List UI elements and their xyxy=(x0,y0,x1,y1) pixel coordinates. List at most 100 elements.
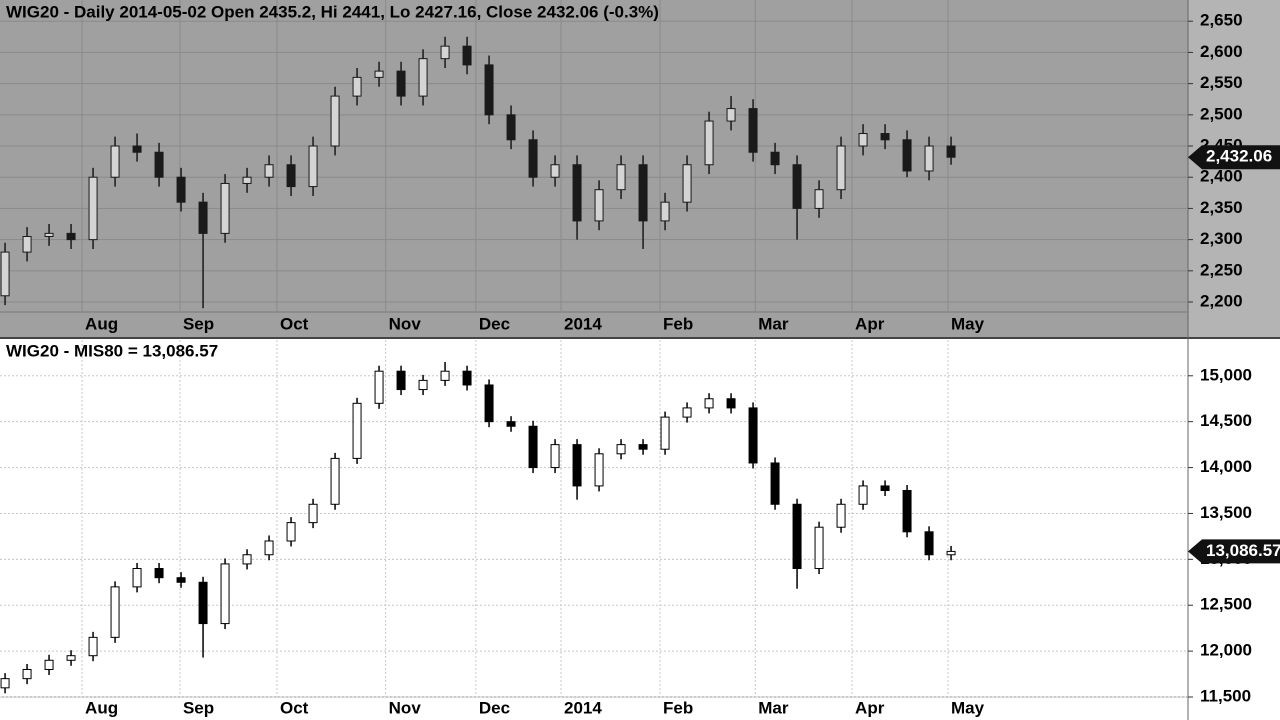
last-price-marker xyxy=(1188,539,1280,564)
candle-body xyxy=(264,540,274,556)
candle-body xyxy=(462,45,472,66)
y-tick-label: 2,550 xyxy=(1200,73,1243,92)
candle-body xyxy=(704,398,714,409)
candle-body xyxy=(0,251,10,297)
candle-body xyxy=(440,370,450,381)
candle-body xyxy=(880,133,890,141)
y-tick-label: 12,000 xyxy=(1200,641,1252,660)
x-tick-label: Mar xyxy=(758,698,789,717)
candle-body xyxy=(484,384,494,423)
candle-body xyxy=(110,586,120,638)
candle-body xyxy=(792,164,802,209)
chart-title: WIG20 - Daily 2014-05-02 Open 2435.2, Hi… xyxy=(6,2,659,21)
y-tick-label: 13,500 xyxy=(1200,503,1252,522)
candle-body xyxy=(308,145,318,188)
x-tick-label: Nov xyxy=(389,698,422,717)
candle-body xyxy=(924,531,934,556)
y-tick-label: 2,500 xyxy=(1200,104,1243,123)
x-tick-label: Apr xyxy=(855,698,885,717)
x-tick-label: Sep xyxy=(183,314,214,333)
candle-body xyxy=(22,235,32,253)
candle-body xyxy=(286,164,296,188)
candle-body xyxy=(220,182,230,234)
candle-body xyxy=(616,164,626,191)
candle-body xyxy=(176,577,186,583)
candle-body xyxy=(726,108,736,122)
y-tick-label: 2,600 xyxy=(1200,42,1243,61)
candle-body xyxy=(550,164,560,178)
candle-body xyxy=(550,444,560,469)
top-panel-bg xyxy=(0,0,1188,338)
candle-body xyxy=(242,554,252,565)
y-tick-label: 2,400 xyxy=(1200,167,1243,186)
candle-body xyxy=(440,45,450,60)
y-tick-label: 14,500 xyxy=(1200,411,1252,430)
candle-body xyxy=(638,444,648,450)
candle-body xyxy=(242,176,252,184)
candle-body xyxy=(154,151,164,178)
x-tick-label: Feb xyxy=(663,314,693,333)
candle-body xyxy=(418,379,428,391)
candle-body xyxy=(594,189,604,222)
candle-body xyxy=(220,563,230,625)
candle-body xyxy=(506,421,516,427)
candle-body xyxy=(506,114,516,141)
candle-body xyxy=(396,370,406,391)
candle-body xyxy=(682,164,692,203)
candle-body xyxy=(374,370,384,404)
candle-body xyxy=(748,407,758,464)
bottom-panel-bg xyxy=(0,338,1280,720)
candle-body xyxy=(836,503,846,528)
candle-body xyxy=(264,164,274,178)
x-tick-label: Feb xyxy=(663,698,693,717)
x-tick-label: 2014 xyxy=(564,314,602,333)
y-tick-label: 12,500 xyxy=(1200,595,1252,614)
candle-body xyxy=(880,485,890,492)
candle-body xyxy=(572,444,582,487)
last-price-marker xyxy=(1188,145,1280,170)
candle-body xyxy=(330,457,340,505)
candle-body xyxy=(22,668,32,680)
candle-body xyxy=(924,145,934,172)
candle-body xyxy=(660,201,670,222)
x-tick-label: Dec xyxy=(479,698,510,717)
y-tick-label: 15,000 xyxy=(1200,365,1252,384)
candle-body xyxy=(946,145,956,158)
y-tick-label: 14,000 xyxy=(1200,457,1252,476)
candle-body xyxy=(836,145,846,191)
candle-body xyxy=(858,133,868,147)
y-tick-label: 2,200 xyxy=(1200,292,1243,311)
candle-body xyxy=(330,95,340,147)
candle-body xyxy=(132,145,142,153)
candle-body xyxy=(418,58,428,97)
candle-body xyxy=(594,453,604,487)
candle-body xyxy=(814,189,824,209)
x-tick-label: Apr xyxy=(855,314,885,333)
x-tick-label: Mar xyxy=(758,314,789,333)
candle-body xyxy=(748,108,758,153)
candle-body xyxy=(0,678,10,689)
x-tick-label: 2014 xyxy=(564,698,602,717)
candle-body xyxy=(110,145,120,178)
x-tick-label: May xyxy=(951,698,985,717)
candle-body xyxy=(770,462,780,505)
candle-body xyxy=(198,581,208,625)
candle-body xyxy=(528,425,538,469)
x-tick-label: Nov xyxy=(389,314,422,333)
candle-body xyxy=(704,120,714,166)
last-price-label: 2,432.06 xyxy=(1206,147,1272,166)
candle-body xyxy=(66,232,76,241)
candle-body xyxy=(44,659,54,670)
candle-body xyxy=(858,485,868,505)
candle-body xyxy=(484,64,494,116)
candle-body xyxy=(792,503,802,570)
last-price-label: 13,086.57 xyxy=(1206,541,1280,560)
candle-body xyxy=(682,407,692,418)
candle-body xyxy=(286,522,296,542)
candle-body xyxy=(44,232,54,237)
x-tick-label: Dec xyxy=(479,314,510,333)
x-tick-label: Oct xyxy=(280,314,309,333)
chart-title: WIG20 - MIS80 = 13,086.57 xyxy=(6,341,218,360)
x-tick-label: Aug xyxy=(85,314,118,333)
